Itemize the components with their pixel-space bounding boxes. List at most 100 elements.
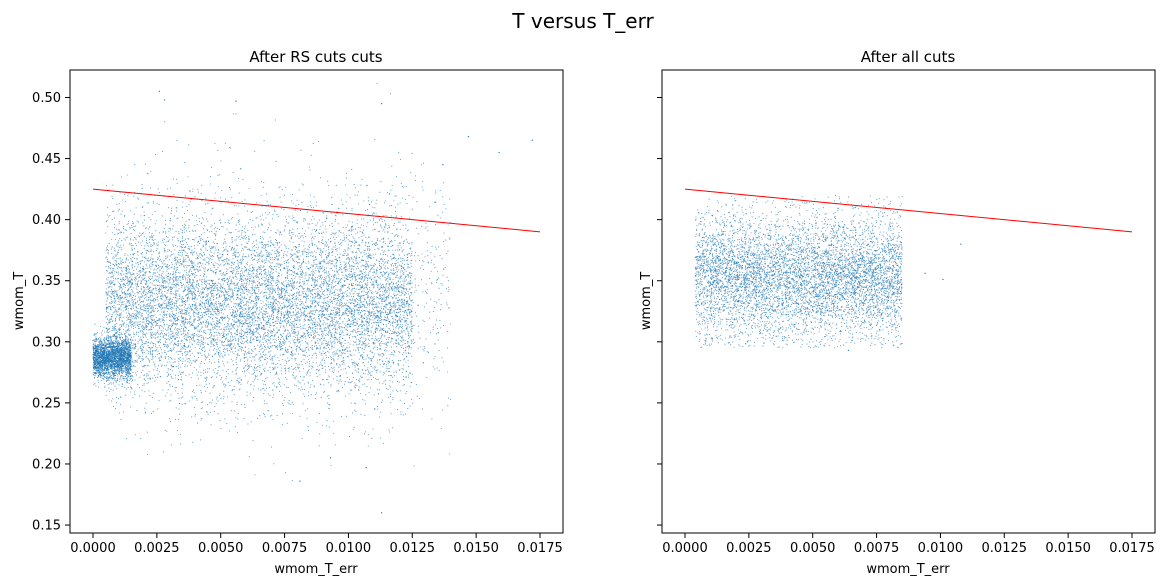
- scatter-point: [310, 365, 311, 366]
- scatter-point: [341, 269, 342, 270]
- scatter-point: [309, 337, 310, 338]
- scatter-point: [264, 346, 265, 347]
- scatter-point: [272, 367, 273, 368]
- scatter-point: [270, 262, 271, 263]
- scatter-point: [218, 348, 219, 349]
- scatter-point: [290, 392, 291, 393]
- scatter-point: [334, 266, 335, 267]
- scatter-point: [281, 257, 282, 258]
- scatter-point: [266, 256, 267, 257]
- scatter-point: [104, 341, 105, 342]
- scatter-point: [341, 293, 342, 294]
- scatter-point: [179, 294, 180, 295]
- scatter-point: [238, 350, 239, 351]
- scatter-point: [113, 374, 114, 375]
- scatter-point: [331, 384, 332, 385]
- scatter-point: [291, 301, 292, 302]
- scatter-point: [303, 315, 304, 316]
- scatter-point: [393, 265, 394, 266]
- scatter-point: [128, 343, 129, 344]
- scatter-point: [234, 285, 235, 286]
- scatter-point: [146, 337, 147, 338]
- scatter-point: [98, 370, 99, 371]
- scatter-point: [108, 287, 109, 288]
- scatter-point: [170, 357, 171, 358]
- scatter-point: [383, 229, 384, 230]
- scatter-point: [269, 337, 270, 338]
- scatter-point: [272, 305, 273, 306]
- scatter-point: [202, 306, 203, 307]
- scatter-point: [150, 282, 151, 283]
- scatter-point: [294, 377, 295, 378]
- scatter-point: [117, 374, 118, 375]
- scatter-point: [409, 299, 410, 300]
- scatter-point: [186, 351, 187, 352]
- scatter-point: [293, 265, 294, 266]
- scatter-point: [346, 308, 347, 309]
- scatter-point: [384, 297, 385, 298]
- scatter-point: [258, 277, 259, 278]
- scatter-point: [337, 323, 338, 324]
- scatter-point: [355, 305, 356, 306]
- scatter-point: [297, 320, 298, 321]
- scatter-point: [106, 352, 107, 353]
- scatter-point: [123, 355, 124, 356]
- scatter-point: [315, 277, 316, 278]
- scatter-point: [176, 298, 177, 299]
- scatter-point: [93, 347, 94, 348]
- scatter-point: [166, 308, 167, 309]
- scatter-point: [164, 338, 165, 339]
- scatter-point: [294, 261, 295, 262]
- scatter-point: [298, 333, 299, 334]
- scatter-point: [95, 375, 96, 376]
- scatter-point: [127, 380, 128, 381]
- scatter-point: [400, 360, 401, 361]
- scatter-point: [365, 292, 366, 293]
- scatter-point: [173, 302, 174, 303]
- scatter-point: [326, 348, 327, 349]
- scatter-point: [279, 255, 280, 256]
- scatter-point: [406, 347, 407, 348]
- scatter-point: [168, 289, 169, 290]
- scatter-point: [359, 274, 360, 275]
- scatter-point: [227, 279, 228, 280]
- scatter-point: [151, 306, 152, 307]
- scatter-point: [140, 270, 141, 271]
- scatter-point: [157, 354, 158, 355]
- scatter-point: [117, 348, 118, 349]
- scatter-point: [253, 338, 254, 339]
- scatter-point: [95, 348, 96, 349]
- scatter-point: [129, 361, 130, 362]
- scatter-point: [160, 269, 161, 270]
- scatter-point: [108, 388, 109, 389]
- scatter-point: [240, 239, 241, 240]
- scatter-point: [118, 334, 119, 335]
- scatter-point: [164, 365, 165, 366]
- scatter-point: [361, 282, 362, 283]
- scatter-point: [309, 247, 310, 248]
- scatter-point: [137, 341, 138, 342]
- scatter-point: [311, 368, 312, 369]
- scatter-point: [228, 281, 229, 282]
- scatter-point: [285, 350, 286, 351]
- scatter-point: [151, 359, 152, 360]
- scatter-point: [378, 379, 379, 380]
- scatter-point: [122, 259, 123, 260]
- scatter-point: [213, 265, 214, 266]
- scatter-point: [98, 375, 99, 376]
- scatter-point: [99, 371, 100, 372]
- scatter-point: [122, 344, 123, 345]
- scatter-point: [107, 343, 108, 344]
- scatter-point: [214, 306, 215, 307]
- scatter-point: [107, 365, 108, 366]
- scatter-point: [146, 342, 147, 343]
- scatter-point: [104, 373, 105, 374]
- scatter-point: [167, 344, 168, 345]
- scatter-point: [133, 270, 134, 271]
- scatter-point: [247, 316, 248, 317]
- scatter-point: [170, 394, 171, 395]
- scatter-point: [119, 370, 120, 371]
- scatter-point: [118, 372, 119, 373]
- scatter-point: [110, 382, 111, 383]
- scatter-point: [350, 271, 351, 272]
